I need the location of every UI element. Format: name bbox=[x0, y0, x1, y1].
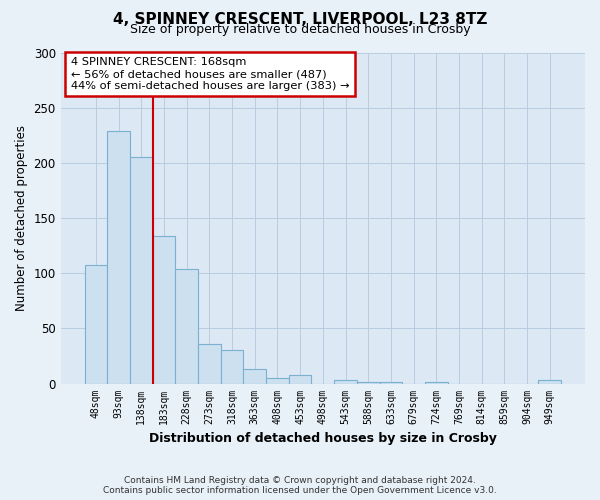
X-axis label: Distribution of detached houses by size in Crosby: Distribution of detached houses by size … bbox=[149, 432, 497, 445]
Bar bbox=[85, 266, 107, 384]
Bar bbox=[175, 269, 198, 384]
Bar bbox=[244, 369, 266, 384]
Text: Size of property relative to detached houses in Crosby: Size of property relative to detached ho… bbox=[130, 22, 470, 36]
Bar bbox=[221, 350, 244, 384]
Bar bbox=[107, 131, 130, 384]
Y-axis label: Number of detached properties: Number of detached properties bbox=[15, 125, 28, 311]
Text: 4, SPINNEY CRESCENT, LIVERPOOL, L23 8TZ: 4, SPINNEY CRESCENT, LIVERPOOL, L23 8TZ bbox=[113, 12, 487, 28]
Bar bbox=[538, 380, 561, 384]
Bar bbox=[130, 158, 152, 384]
Bar bbox=[425, 382, 448, 384]
Bar bbox=[289, 374, 311, 384]
Bar bbox=[380, 382, 402, 384]
Bar bbox=[266, 378, 289, 384]
Text: 4 SPINNEY CRESCENT: 168sqm
← 56% of detached houses are smaller (487)
44% of sem: 4 SPINNEY CRESCENT: 168sqm ← 56% of deta… bbox=[71, 58, 350, 90]
Bar bbox=[198, 344, 221, 384]
Bar bbox=[357, 382, 380, 384]
Bar bbox=[152, 236, 175, 384]
Bar bbox=[334, 380, 357, 384]
Text: Contains HM Land Registry data © Crown copyright and database right 2024.
Contai: Contains HM Land Registry data © Crown c… bbox=[103, 476, 497, 495]
